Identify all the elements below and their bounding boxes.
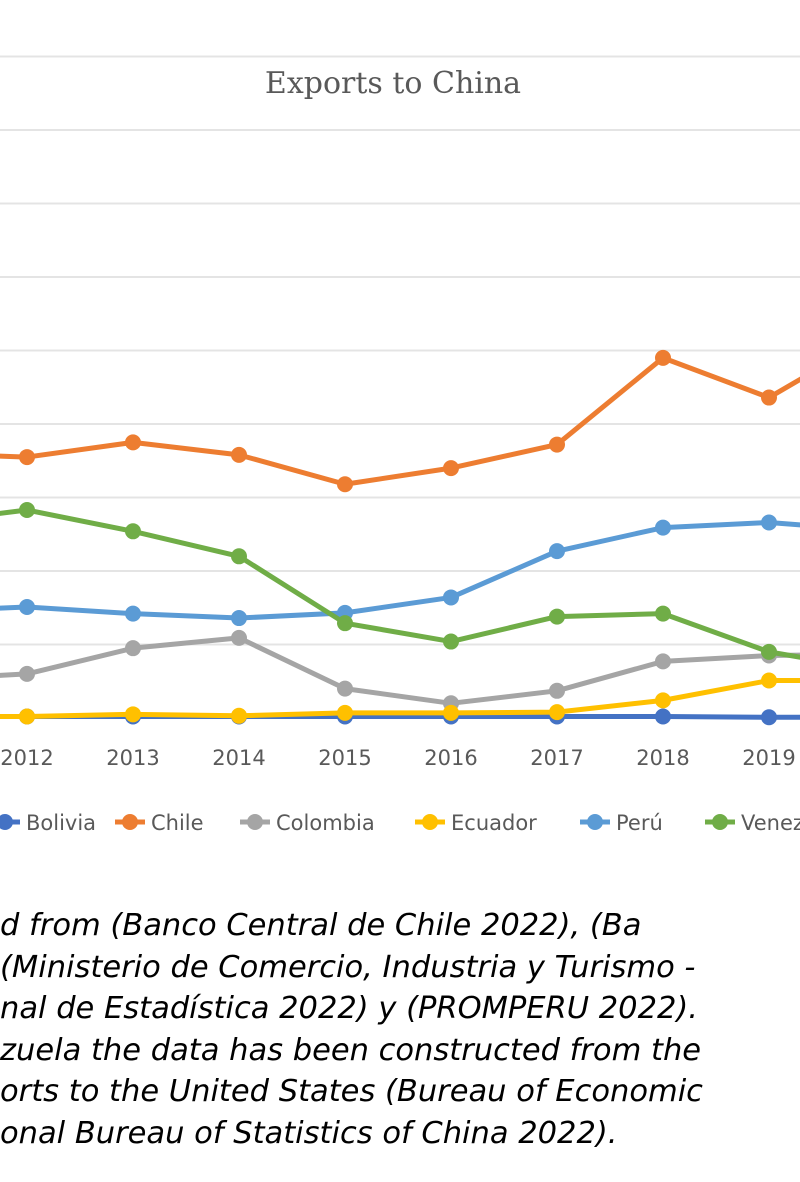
data-point bbox=[231, 548, 247, 565]
legend-marker-dot bbox=[712, 814, 728, 830]
data-point bbox=[549, 682, 565, 699]
source-note-line: onal Bureau of Statistics of China 2022)… bbox=[0, 1115, 618, 1151]
data-point bbox=[549, 704, 565, 721]
legend-label: Ecuador bbox=[451, 811, 537, 835]
x-axis-ticks: 2012 2013 2014 2015 2016 2017 2018 2019 bbox=[0, 746, 795, 770]
data-point bbox=[125, 434, 141, 451]
series-line-colombia bbox=[0, 635, 800, 706]
legend-item: Chile bbox=[115, 811, 204, 835]
data-point bbox=[443, 704, 459, 721]
legend-label: Venez bbox=[741, 811, 800, 835]
legend-marker-dot bbox=[122, 814, 138, 830]
data-point bbox=[655, 519, 671, 536]
legend-item: Bolivia bbox=[0, 811, 96, 835]
data-point bbox=[337, 704, 353, 721]
data-point bbox=[231, 446, 247, 463]
data-point bbox=[125, 605, 141, 622]
legend-marker-dot bbox=[247, 814, 263, 830]
data-point bbox=[761, 389, 777, 406]
data-point bbox=[19, 599, 35, 616]
data-point bbox=[231, 610, 247, 627]
legend-marker-dot bbox=[587, 814, 603, 830]
x-tick-label: 2012 bbox=[0, 746, 53, 770]
legend-item: Ecuador bbox=[415, 811, 537, 835]
source-note-line: (Ministerio de Comercio, Industria y Tur… bbox=[0, 949, 696, 985]
legend-label: Colombia bbox=[276, 811, 375, 835]
legend: Bolivia Chile Colombia Ecuador Perú Venez bbox=[0, 811, 800, 835]
chart: Exports to China 2012 2013 2014 2015 2016 201… bbox=[0, 55, 800, 835]
x-tick-label: 2015 bbox=[318, 746, 371, 770]
x-tick-label: 2016 bbox=[424, 746, 477, 770]
series-lines bbox=[0, 349, 800, 726]
data-point bbox=[549, 543, 565, 560]
data-point bbox=[19, 449, 35, 466]
data-point bbox=[125, 523, 141, 540]
source-note-line: d from (Banco Central de Chile 2022), (B… bbox=[0, 908, 642, 943]
source-note-line: nal de Estadística 2022) y (PROMPERU 202… bbox=[0, 991, 698, 1026]
data-point bbox=[443, 460, 459, 477]
data-point bbox=[231, 707, 247, 724]
legend-label: Bolivia bbox=[26, 811, 96, 835]
data-point bbox=[761, 514, 777, 531]
data-point bbox=[761, 709, 777, 726]
legend-label: Perú bbox=[616, 811, 663, 835]
data-point bbox=[655, 708, 671, 725]
data-point bbox=[231, 629, 247, 646]
series-line-ecuador bbox=[0, 678, 800, 720]
series-line-chile bbox=[0, 355, 800, 487]
legend-item: Venez bbox=[705, 811, 800, 835]
data-point bbox=[761, 672, 777, 689]
data-point bbox=[549, 436, 565, 453]
source-note: d from (Banco Central de Chile 2022), (B… bbox=[0, 905, 800, 1154]
data-point bbox=[549, 608, 565, 625]
data-point bbox=[125, 640, 141, 657]
data-point bbox=[761, 643, 777, 660]
source-note-line: zuela the data has been constructed from… bbox=[0, 1032, 702, 1068]
data-point bbox=[655, 653, 671, 670]
series-line-peru bbox=[0, 519, 800, 621]
chart-title: Exports to China bbox=[265, 66, 521, 101]
legend-item: Perú bbox=[580, 811, 663, 835]
x-tick-label: 2017 bbox=[530, 746, 583, 770]
data-point bbox=[443, 589, 459, 606]
data-point bbox=[125, 706, 141, 723]
x-tick-label: 2013 bbox=[106, 746, 159, 770]
data-point bbox=[655, 692, 671, 709]
x-tick-label: 2014 bbox=[212, 746, 265, 770]
data-point bbox=[337, 680, 353, 697]
data-point bbox=[655, 605, 671, 622]
source-note-line: orts to the United States (Bureau of Eco… bbox=[0, 1074, 703, 1109]
x-tick-label: 2019 bbox=[742, 746, 795, 770]
data-point bbox=[443, 633, 459, 650]
x-tick-label: 2018 bbox=[636, 746, 689, 770]
legend-item: Colombia bbox=[240, 811, 375, 835]
data-point bbox=[655, 349, 671, 366]
data-point bbox=[19, 708, 35, 725]
legend-marker-dot bbox=[0, 814, 13, 830]
data-point bbox=[337, 476, 353, 493]
legend-label: Chile bbox=[151, 811, 204, 835]
data-point bbox=[19, 665, 35, 682]
data-point bbox=[19, 501, 35, 518]
series-line-venezuela bbox=[0, 507, 800, 660]
data-point bbox=[337, 615, 353, 632]
legend-marker-dot bbox=[422, 814, 438, 830]
